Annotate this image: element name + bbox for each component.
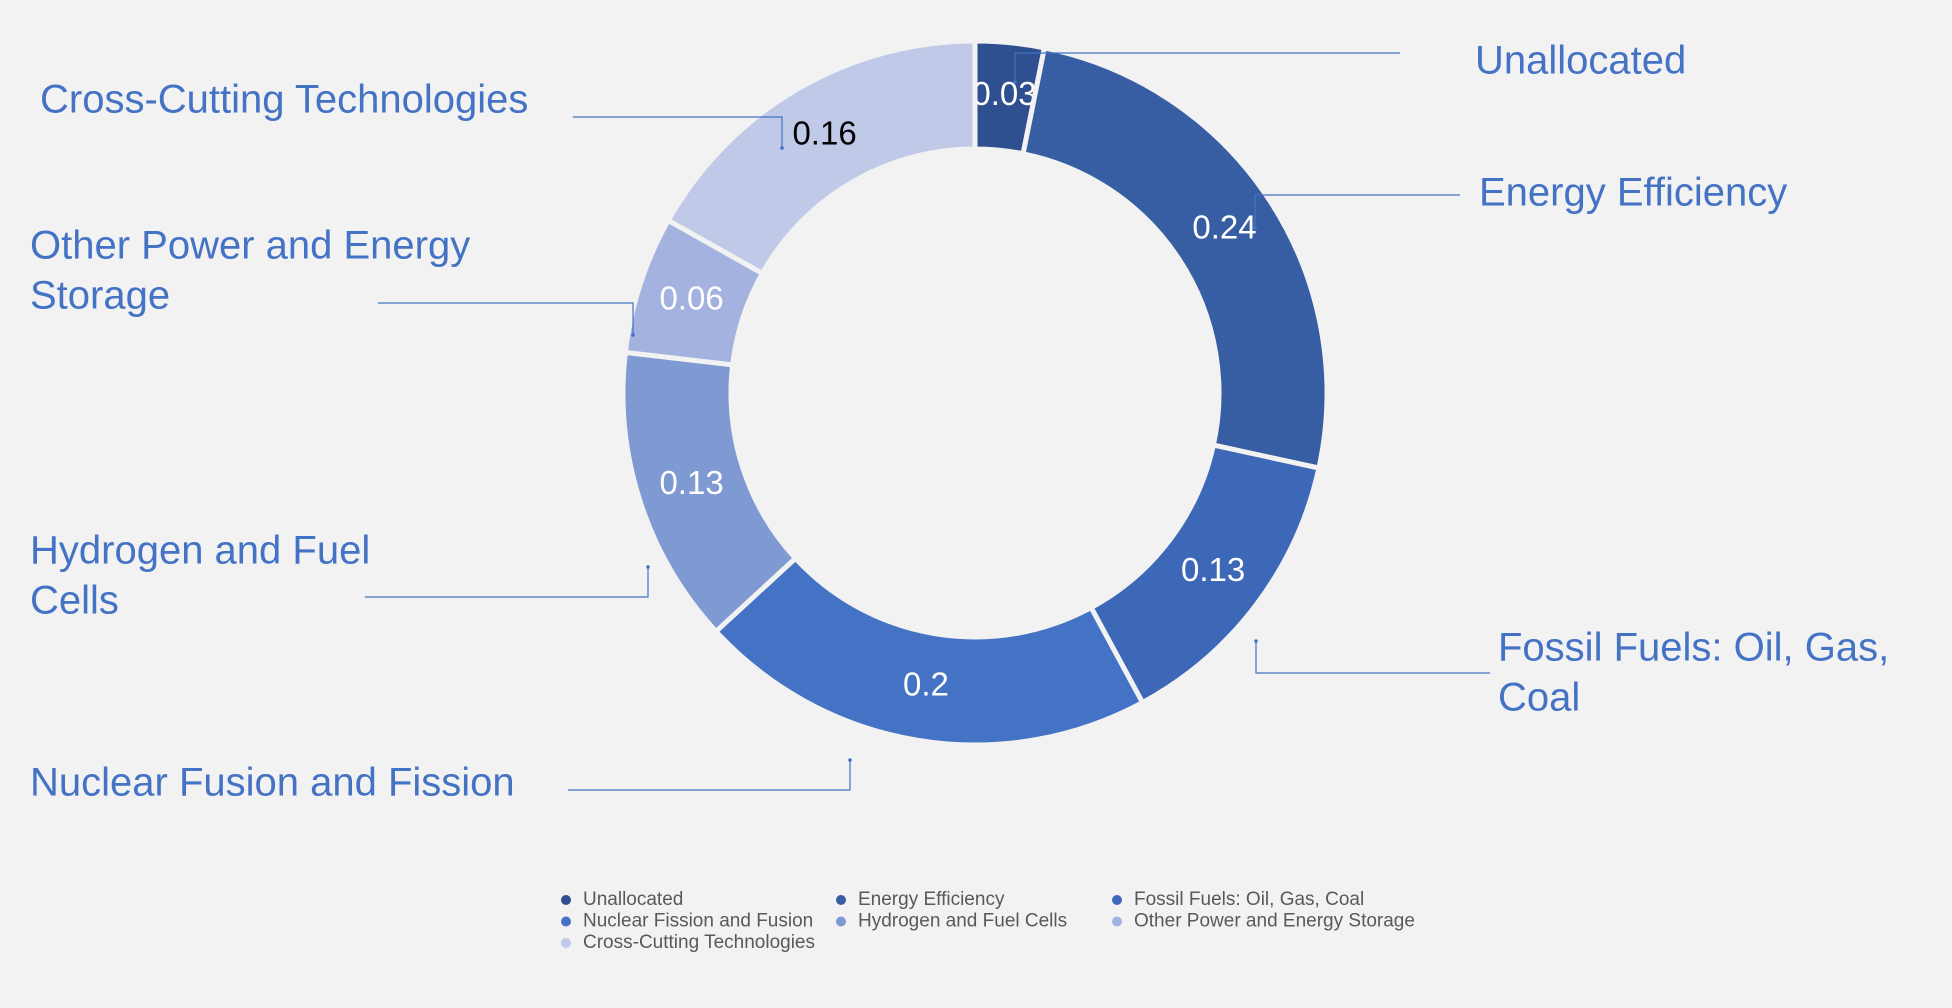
legend-marker (1112, 916, 1122, 927)
callout-label: Storage (30, 274, 170, 318)
leader-end (1254, 639, 1258, 643)
leader-line (568, 760, 851, 791)
legend-label: Other Power and Energy Storage (1134, 911, 1415, 932)
callout-label: Fossil Fuels: Oil, Gas, (1498, 626, 1889, 670)
legend-label: Nuclear Fission and Fusion (583, 911, 813, 932)
leader-line (1254, 194, 1460, 228)
legend-label: Hydrogen and Fuel Cells (858, 911, 1067, 932)
value-label: 0.03 (972, 75, 1036, 112)
legend-label: Fossil Fuels: Oil, Gas, Coal (1134, 889, 1364, 910)
value-label: 0.13 (659, 464, 723, 501)
legend-marker (836, 916, 846, 927)
value-label: 0.2 (903, 666, 949, 703)
leader-end (1013, 80, 1017, 84)
legend-marker (836, 895, 846, 905)
legend-marker (561, 895, 571, 905)
legend-marker (561, 916, 571, 927)
legend-label: Unallocated (583, 889, 683, 910)
leader-line (365, 567, 649, 598)
callout-label: Hydrogen and Fuel (30, 529, 370, 573)
callout-label: Nuclear Fusion and Fission (30, 761, 515, 805)
value-label: 0.16 (792, 114, 856, 151)
value-label: 0.06 (659, 280, 723, 317)
leader-end (646, 565, 650, 569)
legend-label: Cross-Cutting Technologies (583, 932, 815, 953)
legend-label: Energy Efficiency (858, 889, 1005, 910)
value-label: 0.24 (1192, 209, 1256, 246)
leader-line (378, 302, 634, 335)
leader-end (1253, 226, 1257, 230)
callout-label: Cross-Cutting Technologies (40, 78, 528, 122)
donut-slice (1020, 44, 1330, 472)
legend-marker (1112, 895, 1122, 905)
callout-label: Energy Efficiency (1479, 171, 1787, 215)
callout-label: Unallocated (1475, 39, 1686, 83)
leader-line (1255, 641, 1490, 674)
leader-end (631, 333, 635, 337)
callout-label: Cells (30, 579, 119, 623)
donut-slice (712, 554, 1146, 748)
legend-marker (561, 938, 571, 948)
leader-line (1014, 52, 1400, 82)
value-label: 0.13 (1181, 551, 1245, 588)
donut-slice (664, 38, 978, 277)
leader-line (573, 116, 783, 148)
callout-label: Coal (1498, 676, 1580, 720)
leader-end (780, 146, 784, 150)
leader-end (848, 758, 852, 762)
callout-label: Other Power and Energy (30, 224, 470, 268)
